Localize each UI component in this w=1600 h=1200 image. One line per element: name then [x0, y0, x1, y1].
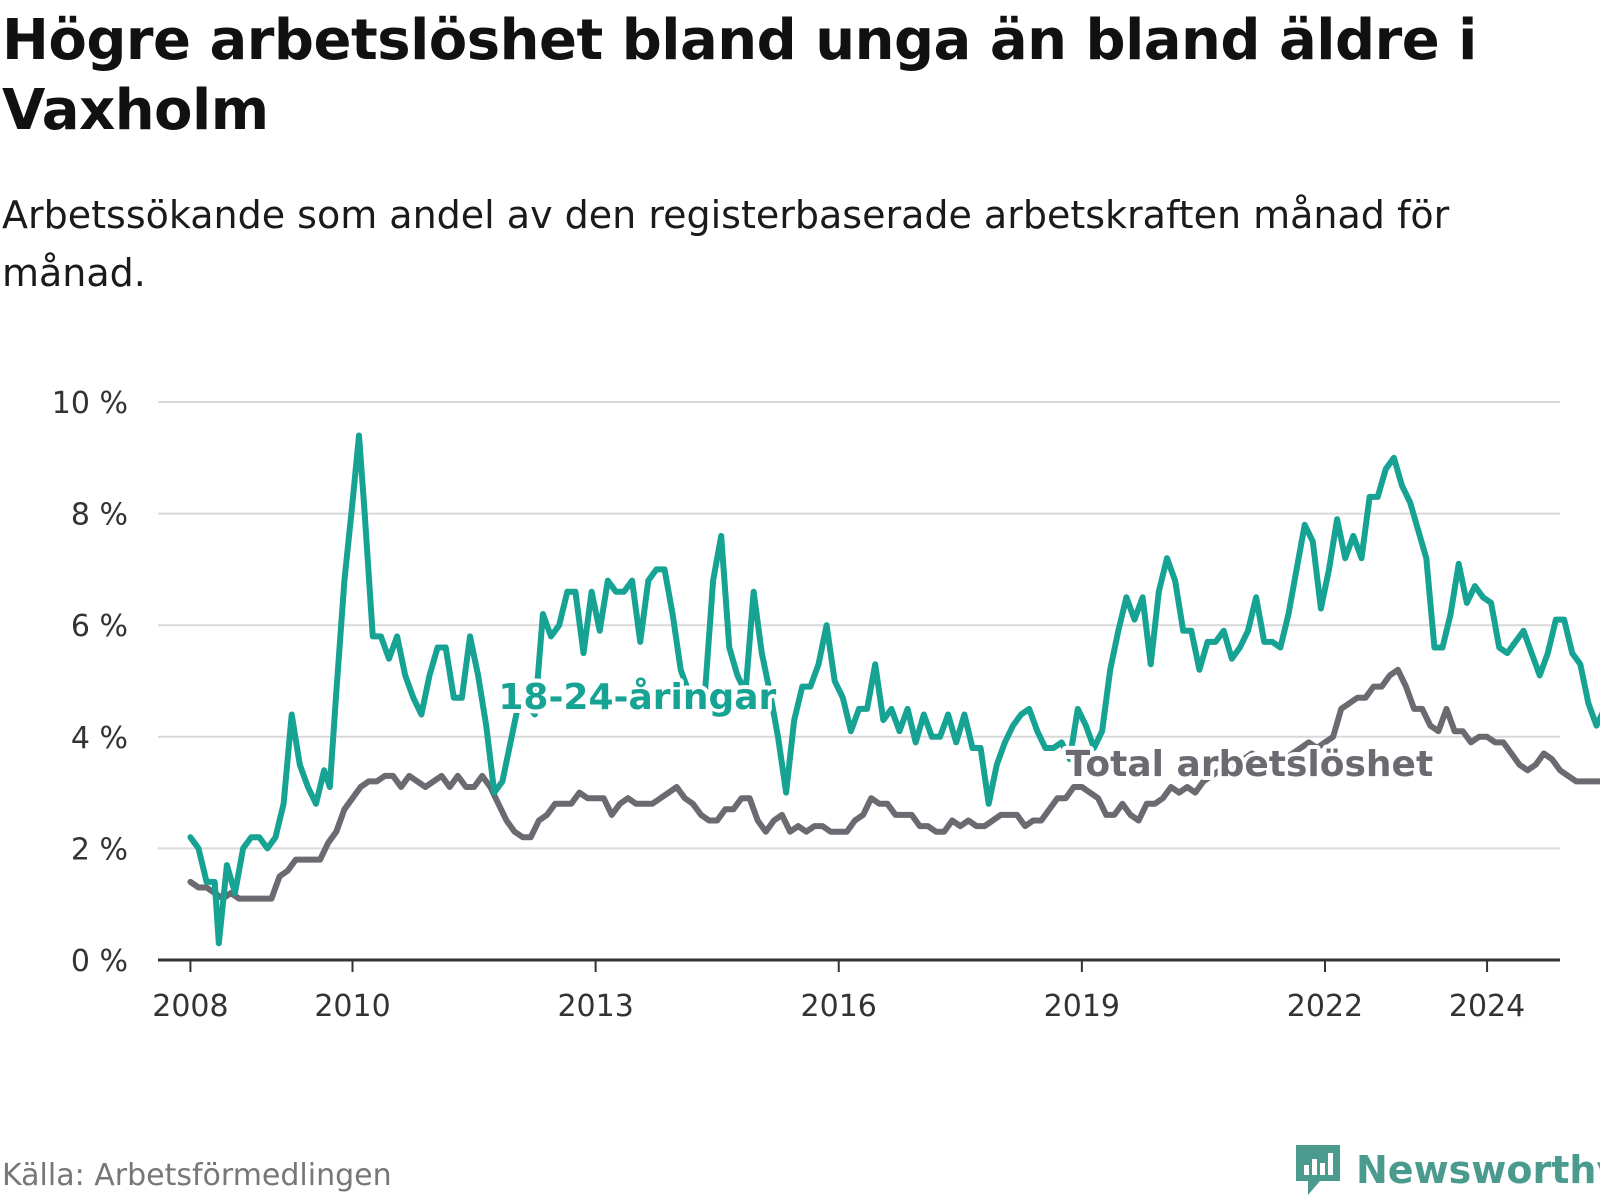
y-tick-label: 2 % [71, 832, 128, 867]
y-axis-ticks: 0 % 2 % 4 % 6 % 8 % 10 % [52, 386, 128, 979]
brand-name: Newsworthy [1356, 1148, 1600, 1192]
x-tick-label: 2016 [801, 989, 877, 1024]
y-tick-label: 6 % [71, 609, 128, 644]
x-tick-label: 2022 [1287, 989, 1363, 1024]
chart-subtitle: Arbetssökande som andel av den registerb… [2, 193, 1450, 295]
x-tick-label: 2010 [314, 989, 390, 1024]
x-tick-label: 2019 [1044, 989, 1120, 1024]
y-tick-label: 0 % [71, 944, 128, 979]
y-tick-label: 10 % [52, 386, 128, 421]
x-tick-label: 2013 [557, 989, 633, 1024]
brand-logo[interactable]: Newsworthy [1292, 1140, 1600, 1200]
grid-lines [158, 401, 1560, 850]
line-chart: 0 % 2 % 4 % 6 % 8 % 10 % 2008 2010 2013 2016 2019… [52, 386, 1600, 1024]
series-line-total [187, 666, 1600, 902]
y-tick-label: 4 % [71, 721, 128, 756]
series-label-total: Total arbetslöshet [1066, 744, 1434, 785]
source-note: Källa: Arbetsförmedlingen [2, 1158, 392, 1193]
chart-title: Högre arbetslöshet bland unga än bland ä… [2, 8, 1477, 143]
y-tick-label: 8 % [71, 498, 128, 533]
x-axis: 2008 2010 2013 2016 2019 2022 2024 [152, 958, 1560, 1024]
x-tick-label: 2024 [1449, 989, 1525, 1024]
x-tick-label: 2008 [152, 989, 228, 1024]
series-line-youth [187, 432, 1600, 947]
series-lines [187, 432, 1600, 947]
series-label-youth: 18-24-åringar [498, 677, 776, 718]
newsworthy-logo-icon [1296, 1145, 1340, 1195]
